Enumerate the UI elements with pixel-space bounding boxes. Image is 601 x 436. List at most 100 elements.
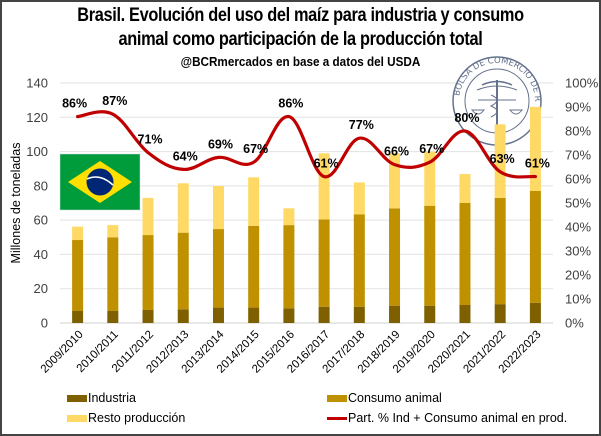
bar-consumo-animal xyxy=(318,219,330,307)
bar-resto-producci-n xyxy=(283,208,295,226)
bar-industria xyxy=(389,305,401,323)
bar-industria xyxy=(177,309,189,323)
bar-consumo-animal xyxy=(248,225,260,308)
y2-tick-label: 30% xyxy=(565,244,591,259)
y-axis-title: Millones de toneladas xyxy=(9,143,23,264)
legend-swatch-participacion xyxy=(327,416,347,420)
bar-consumo-animal xyxy=(529,191,541,303)
percentage-label: 71% xyxy=(138,133,163,147)
bar-resto-producci-n xyxy=(248,177,260,226)
legend-label-resto-produccion: Resto producción xyxy=(88,411,186,425)
bar-industria xyxy=(494,304,506,323)
bar-resto-producci-n xyxy=(459,174,471,203)
legend-item-resto-produccion: Resto producción xyxy=(67,411,185,425)
y2-tick-label: 20% xyxy=(565,268,591,283)
percentage-label: 86% xyxy=(62,97,87,111)
percentage-label: 80% xyxy=(454,111,479,125)
legend-swatch-consumo-animal xyxy=(327,394,347,402)
bar-consumo-animal xyxy=(283,225,295,309)
bar-industria xyxy=(353,306,365,323)
gridlines xyxy=(60,82,553,324)
legend-swatch-industria xyxy=(67,394,87,402)
y2-tick-label: 80% xyxy=(565,124,591,139)
y-tick-label: 60 xyxy=(34,213,48,228)
legend-item-industria: Industria xyxy=(67,391,136,405)
y-tick-label: 140 xyxy=(26,76,48,91)
bar-consumo-animal xyxy=(459,203,471,305)
bar-consumo-animal xyxy=(494,197,506,305)
percentage-label: 61% xyxy=(525,157,550,171)
bar-industria xyxy=(318,306,330,323)
bar-industria xyxy=(424,305,436,323)
y2-tick-label: 70% xyxy=(565,148,591,163)
legend-label-participacion: Part. % Ind + Consumo animal en prod. xyxy=(348,411,568,425)
bar-resto-producci-n xyxy=(72,226,84,241)
legend-label-industria: Industria xyxy=(88,391,136,405)
percentage-label: 61% xyxy=(314,157,339,171)
line-path xyxy=(76,110,537,179)
percentage-label: 77% xyxy=(349,118,374,132)
bar-industria xyxy=(212,307,224,323)
bar-resto-producci-n xyxy=(107,225,119,238)
percentage-label: 69% xyxy=(208,137,233,151)
chart-subtitle: @BCRmercados en base a datos del USDA xyxy=(180,54,421,69)
y-tick-label: 40 xyxy=(34,247,48,262)
legend-item-participacion: Part. % Ind + Consumo animal en prod. xyxy=(327,411,567,425)
percentage-label: 86% xyxy=(278,97,303,111)
y2-tick-label: 60% xyxy=(565,172,591,187)
chart-title-line-2: animal como participación de la producci… xyxy=(118,29,483,50)
x-axis: 2009/20102010/20112011/20122012/20132013… xyxy=(39,328,544,375)
y-tick-label: 20 xyxy=(34,281,48,296)
bar-resto-producci-n xyxy=(529,106,541,191)
bar-industria xyxy=(529,302,541,323)
y-tick-label: 0 xyxy=(41,316,48,331)
y-tick-label: 80 xyxy=(34,178,48,193)
y2-tick-label: 40% xyxy=(565,220,591,235)
bar-resto-producci-n xyxy=(494,124,506,198)
bar-industria xyxy=(248,307,260,323)
bar-industria xyxy=(283,308,295,323)
bar-resto-producci-n xyxy=(389,153,401,209)
bar-consumo-animal xyxy=(353,214,365,307)
y2-tick-label: 100% xyxy=(565,76,599,91)
percentage-label: 63% xyxy=(490,152,515,166)
bar-resto-producci-n xyxy=(353,182,365,215)
y-axis-right: 0% 10% 20% 30% 40% 50% 60% 70% 80% 90% 100% xyxy=(565,76,599,331)
bars xyxy=(72,106,541,323)
percentage-line-series xyxy=(76,110,537,179)
bar-consumo-animal xyxy=(177,232,189,310)
percentage-label: 64% xyxy=(173,149,198,163)
percentage-label: 87% xyxy=(102,94,127,108)
brazil-flag-icon xyxy=(59,153,141,211)
bar-consumo-animal xyxy=(72,240,84,311)
bar-consumo-animal xyxy=(389,208,401,306)
legend-swatch-resto-produccion xyxy=(67,414,87,422)
bar-industria xyxy=(459,305,471,323)
y2-tick-label: 10% xyxy=(565,292,591,307)
legend-label-consumo-animal: Consumo animal xyxy=(348,391,442,405)
percentage-label: 67% xyxy=(243,142,268,156)
percentage-label: 66% xyxy=(384,145,409,159)
y-tick-label: 100 xyxy=(26,144,48,159)
y-axis-left: 0 20 40 60 80 100 120 140 xyxy=(26,76,48,331)
bar-consumo-animal xyxy=(424,205,436,306)
y2-tick-label: 50% xyxy=(565,196,591,211)
bar-resto-producci-n xyxy=(424,151,436,206)
legend-item-consumo-animal: Consumo animal xyxy=(327,391,442,405)
y-tick-label: 120 xyxy=(26,110,48,125)
bar-consumo-animal xyxy=(212,229,224,308)
bar-industria xyxy=(107,311,119,323)
seal-text: BOLSA DE COMERCIO DE ROSARIO xyxy=(0,0,542,102)
percentage-data-labels: 86% 87% 71% 64% 69% 67% 86% 61% 77% 66% 67% 80% 63% 6… xyxy=(62,94,550,170)
y2-tick-label: 90% xyxy=(565,100,591,115)
bar-industria xyxy=(142,309,154,323)
bar-resto-producci-n xyxy=(212,186,224,230)
chart-title-line-1: Brasil. Evolución del uso del maíz para … xyxy=(77,5,524,26)
percentage-label: 67% xyxy=(419,142,444,156)
bar-resto-producci-n xyxy=(177,183,189,233)
bar-industria xyxy=(72,311,84,323)
y2-tick-label: 0% xyxy=(565,316,584,331)
bar-consumo-animal xyxy=(107,237,119,311)
bar-consumo-animal xyxy=(142,235,154,310)
